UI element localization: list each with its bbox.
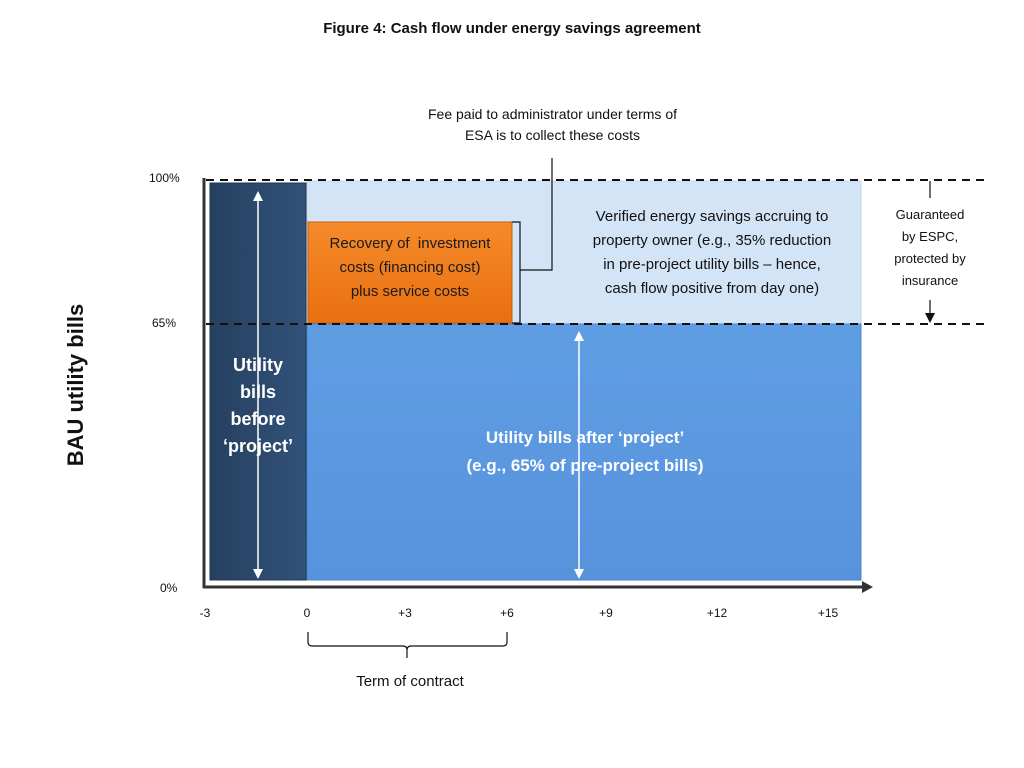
term-of-contract-label: Term of contract — [356, 673, 464, 690]
after-block-label: Utility bills after ‘project’ (e.g., 65%… — [420, 424, 750, 480]
x-tick: +12 — [706, 606, 728, 620]
term-brace — [307, 632, 508, 658]
before-label-line: Utility — [232, 355, 283, 375]
guarantee-note: Guaranteed by ESPC, protected by insuran… — [870, 204, 990, 292]
savings-label-line: in pre-project utility bills – hence, — [603, 256, 821, 273]
y-axis-label: BAU utility bills — [63, 303, 88, 467]
recovery-block-label: Recovery of investment costs (financing … — [308, 232, 512, 304]
x-axis-arrow — [862, 581, 873, 593]
y-tick-0: 0% — [160, 581, 178, 595]
savings-block-label: Verified energy savings accruing to prop… — [566, 205, 858, 301]
before-label-line: ‘project’ — [222, 436, 293, 456]
x-tick: -3 — [199, 606, 211, 620]
after-block — [306, 323, 862, 581]
recovery-label-line: Recovery of investment — [329, 235, 491, 252]
fee-note: Fee paid to administrator under terms of… — [400, 104, 705, 146]
figure-title: Figure 4: Cash flow under energy savings… — [323, 20, 701, 37]
recovery-label-line: plus service costs — [350, 283, 470, 300]
before-block-label: Utility bills before ‘project’ — [210, 352, 306, 460]
savings-label-line: Verified energy savings accruing to — [595, 208, 829, 225]
savings-label-line: cash flow positive from day one) — [604, 280, 820, 297]
x-tick: 0 — [303, 606, 311, 620]
y-tick-65: 65% — [152, 316, 177, 330]
y-tick-100: 100% — [149, 171, 180, 185]
guarantee-line: insurance — [901, 273, 959, 288]
fee-note-line: Fee paid to administrator under terms of — [427, 106, 677, 122]
x-tick: +15 — [817, 606, 839, 620]
savings-label-line: property owner (e.g., 35% reduction — [592, 232, 832, 249]
recovery-block — [307, 221, 513, 324]
guarantee-line: protected by — [894, 251, 966, 266]
after-label-line: (e.g., 65% of pre-project bills) — [466, 456, 704, 475]
before-label-line: bills — [239, 382, 276, 402]
before-label-line: before — [230, 409, 286, 429]
guarantee-line: by ESPC, — [901, 229, 959, 244]
recovery-label-line: costs (financing cost) — [339, 259, 481, 276]
x-tick: +9 — [599, 606, 613, 620]
x-tick: +3 — [398, 606, 412, 620]
fee-bracket — [512, 158, 553, 324]
x-tick: +6 — [500, 606, 514, 620]
guarantee-line: Guaranteed — [895, 207, 965, 222]
after-label-line: Utility bills after ‘project’ — [485, 428, 685, 447]
fee-note-line: ESA is to collect these costs — [464, 127, 641, 143]
